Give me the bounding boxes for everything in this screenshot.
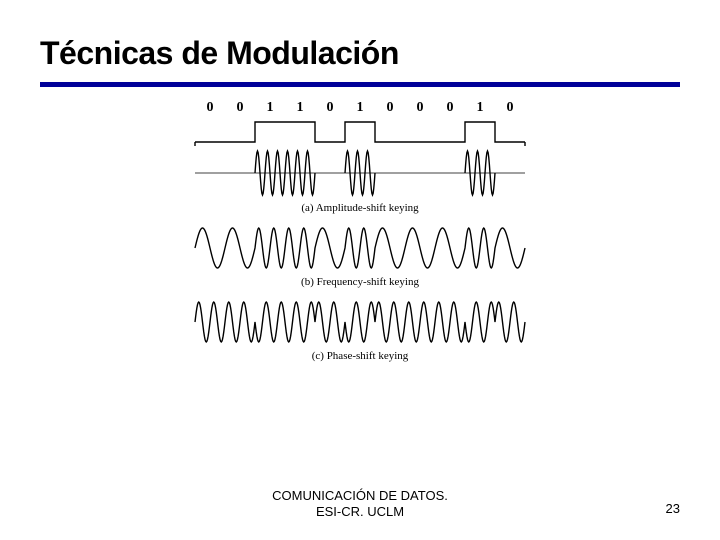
bit-label: 1 <box>345 100 375 116</box>
bit-label: 1 <box>285 100 315 116</box>
ask-waveform <box>170 148 550 198</box>
footer-line1: COMUNICACIÓN DE DATOS. <box>272 488 448 503</box>
bit-label: 0 <box>435 100 465 116</box>
bit-label: 0 <box>405 100 435 116</box>
digital-square-wave <box>170 118 550 148</box>
footer-text: COMUNICACIÓN DE DATOS. ESI-CR. UCLM <box>0 488 720 521</box>
psk-waveform <box>170 298 550 346</box>
bit-label: 0 <box>375 100 405 116</box>
bit-sequence-row: 00110100010 <box>170 100 550 118</box>
modulation-diagram: 00110100010 (a) Amplitude-shift keying (… <box>170 100 550 372</box>
psk-caption: (c) Phase-shift keying <box>170 350 550 362</box>
bit-label: 0 <box>315 100 345 116</box>
bit-label: 1 <box>255 100 285 116</box>
footer-line2: ESI-CR. UCLM <box>316 504 404 519</box>
bit-label: 0 <box>495 100 525 116</box>
fsk-waveform <box>170 224 550 272</box>
bit-label: 1 <box>465 100 495 116</box>
page-number: 23 <box>666 501 680 516</box>
bit-label: 0 <box>225 100 255 116</box>
page-title: Técnicas de Modulación <box>40 35 399 72</box>
fsk-caption: (b) Frequency-shift keying <box>170 276 550 288</box>
bit-label: 0 <box>195 100 225 116</box>
ask-caption: (a) Amplitude-shift keying <box>170 202 550 214</box>
title-underline <box>40 82 680 87</box>
